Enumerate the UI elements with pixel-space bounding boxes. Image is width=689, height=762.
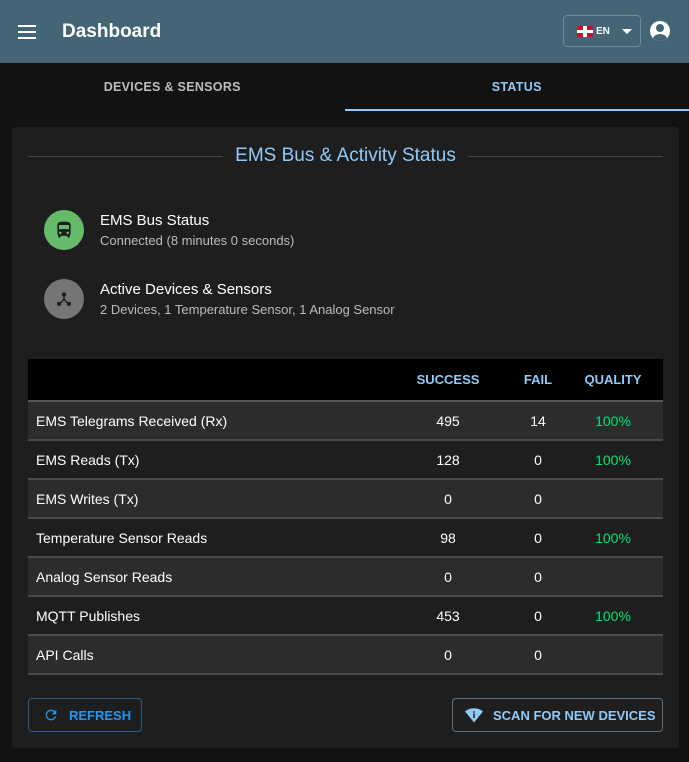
table-row: EMS Reads (Tx) 128 0 100% xyxy=(28,440,663,480)
language-value: EN xyxy=(596,25,610,37)
tab-bar: DEVICES & SENSORS STATUS xyxy=(0,63,689,111)
item-title: Active Devices & Sensors xyxy=(100,281,272,298)
cell-label: EMS Telegrams Received (Rx) xyxy=(28,401,383,441)
cell-fail: 0 xyxy=(513,635,563,675)
cell-fail: 0 xyxy=(513,440,563,480)
cell-fail: 0 xyxy=(513,596,563,636)
scan-devices-button[interactable]: SCAN FOR NEW DEVICES xyxy=(452,698,663,732)
col-header xyxy=(28,359,383,402)
item-title: EMS Bus Status xyxy=(100,212,210,229)
cell-label: MQTT Publishes xyxy=(28,596,383,636)
cell-quality: 100% xyxy=(563,518,663,558)
ems-bus-status: EMS Bus Status Connected (8 minutes 0 se… xyxy=(44,210,294,250)
refresh-button[interactable]: REFRESH xyxy=(28,698,142,732)
cell-label: EMS Reads (Tx) xyxy=(28,440,383,480)
chevron-down-icon xyxy=(621,28,632,34)
cell-quality: 100% xyxy=(563,440,663,480)
cell-success: 98 xyxy=(383,518,513,558)
cell-fail: 0 xyxy=(513,557,563,597)
table-row: MQTT Publishes 453 0 100% xyxy=(28,596,663,636)
cell-success: 0 xyxy=(383,635,513,675)
status-card: EMS Bus & Activity Status EMS Bus Status… xyxy=(12,127,679,748)
cell-fail: 0 xyxy=(513,518,563,558)
section-header: EMS Bus & Activity Status xyxy=(28,145,664,167)
cell-success: 495 xyxy=(383,401,513,441)
table-row: EMS Writes (Tx) 0 0 xyxy=(28,479,663,519)
tab-status[interactable]: STATUS xyxy=(344,63,689,111)
divider xyxy=(467,155,664,157)
table-row: Temperature Sensor Reads 98 0 100% xyxy=(28,518,663,558)
item-subtitle: Connected (8 minutes 0 seconds) xyxy=(100,233,295,248)
account-icon[interactable] xyxy=(650,21,670,41)
table-row: EMS Telegrams Received (Rx) 495 14 100% xyxy=(28,401,663,441)
cell-label: EMS Writes (Tx) xyxy=(28,479,383,519)
cell-label: Temperature Sensor Reads xyxy=(28,518,383,558)
cell-success: 453 xyxy=(383,596,513,636)
uk-flag-icon xyxy=(577,25,593,37)
cell-quality: 100% xyxy=(563,596,663,636)
item-subtitle: 2 Devices, 1 Temperature Sensor, 1 Analo… xyxy=(100,302,395,317)
col-header-fail: FAIL xyxy=(513,359,563,402)
col-header-success: SUCCESS xyxy=(383,359,513,402)
language-select[interactable]: EN xyxy=(563,15,641,47)
cell-success: 0 xyxy=(383,479,513,519)
bus-icon xyxy=(44,210,84,250)
cell-quality: 100% xyxy=(563,401,663,441)
cell-fail: 0 xyxy=(513,479,563,519)
cell-label: API Calls xyxy=(28,635,383,675)
section-title: EMS Bus & Activity Status xyxy=(235,145,456,166)
cell-success: 0 xyxy=(383,557,513,597)
cell-quality xyxy=(563,557,663,597)
wifi-info-icon xyxy=(465,708,483,723)
cell-fail: 14 xyxy=(513,401,563,441)
table-row: API Calls 0 0 xyxy=(28,635,663,675)
col-header-quality: QUALITY xyxy=(563,359,663,402)
divider xyxy=(28,155,224,157)
cell-success: 128 xyxy=(383,440,513,480)
cell-quality xyxy=(563,635,663,675)
activity-table: SUCCESS FAIL QUALITY EMS Telegrams Recei… xyxy=(28,359,663,675)
tab-devices-sensors[interactable]: DEVICES & SENSORS xyxy=(103,80,241,94)
refresh-icon xyxy=(45,709,57,721)
scan-label: SCAN FOR NEW DEVICES xyxy=(493,707,656,723)
device-hub-icon xyxy=(44,279,84,319)
refresh-label: REFRESH xyxy=(69,707,132,723)
cell-quality xyxy=(563,479,663,519)
app-bar: Dashboard EN xyxy=(0,0,689,63)
menu-icon[interactable] xyxy=(18,24,36,39)
active-devices-sensors: Active Devices & Sensors 2 Devices, 1 Te… xyxy=(44,279,395,319)
page-title: Dashboard xyxy=(62,20,162,42)
table-row: Analog Sensor Reads 0 0 xyxy=(28,557,663,597)
cell-label: Analog Sensor Reads xyxy=(28,557,383,597)
